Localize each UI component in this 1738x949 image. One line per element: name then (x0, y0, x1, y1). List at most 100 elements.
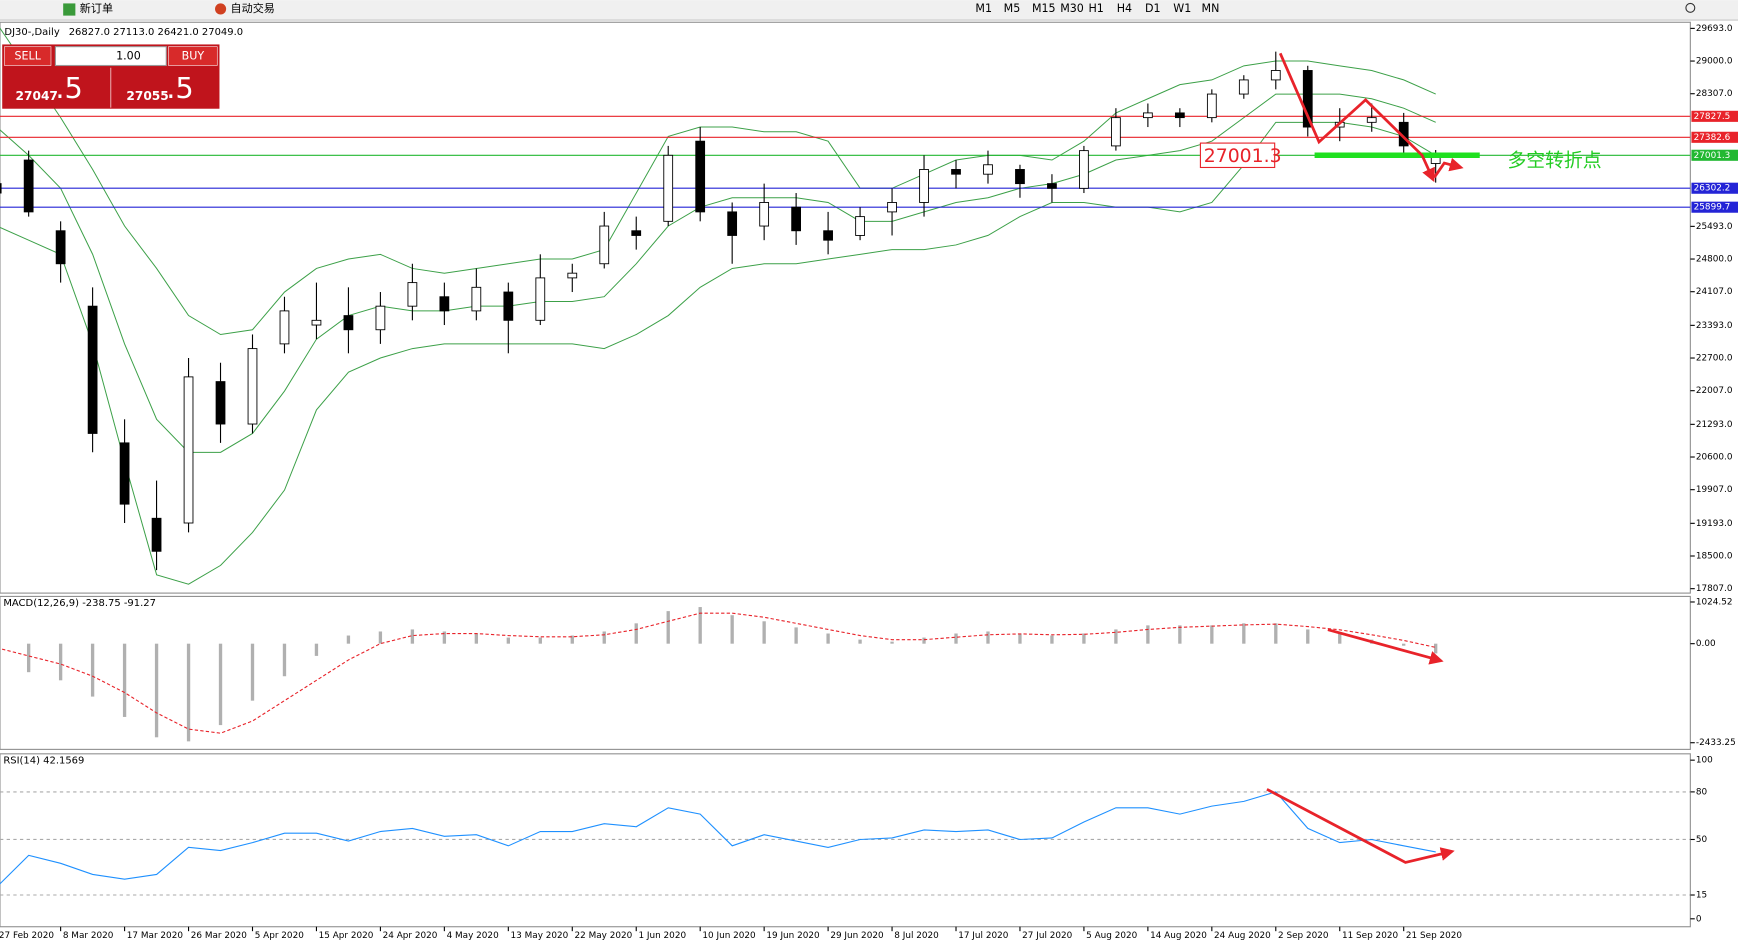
timeframe-button[interactable]: M15 (1032, 2, 1056, 15)
candle-body (695, 140, 706, 213)
x-tick-label: 8 Jul 2020 (894, 931, 939, 941)
auto-trading-button[interactable]: 自动交易 (231, 1, 275, 15)
trend-arrow (1278, 52, 1435, 183)
timeframe-button[interactable]: M30 (1060, 2, 1084, 15)
new-order-button[interactable]: 新订单 (80, 1, 113, 15)
y-tick-label: 19193.0 (1696, 519, 1733, 529)
candle-body (823, 230, 833, 241)
macd-arrow (1327, 628, 1444, 665)
x-tick-label: 24 Aug 2020 (1214, 931, 1271, 941)
candle-body (1302, 70, 1313, 128)
x-tick-label: 10 Jun 2020 (702, 931, 756, 941)
bollinger-band (0, 121, 1436, 585)
y-tick-label: 18500.0 (1696, 552, 1733, 562)
x-tick-label: 27 Feb 2020 (0, 931, 54, 941)
macd-bar (346, 635, 351, 644)
plot-area: 29693.0 29000.0 28307.0 25493.0 24800.0 24107… (0, 24, 1738, 941)
price-level-label: 27382.6 (1694, 133, 1731, 143)
x-tick-label: 13 May 2020 (511, 931, 569, 941)
candle-body (1206, 93, 1217, 119)
auto-trading-icon[interactable] (215, 3, 227, 15)
ask-fraction[interactable]: .5 (166, 71, 193, 105)
candle-body (87, 305, 98, 434)
main-panel (0, 21, 1691, 594)
macd-bar (1274, 623, 1278, 644)
candle-body (631, 230, 642, 236)
candle-body (439, 296, 450, 312)
candle-body (343, 315, 354, 331)
price-level-tag (1691, 110, 1738, 122)
macd-bar (794, 627, 798, 644)
price-level-label: 27001.3 (1694, 151, 1731, 161)
candle-body (215, 381, 226, 425)
macd-bar (1210, 625, 1214, 644)
candle-body (151, 517, 162, 552)
x-tick-label: 5 Apr 2020 (255, 931, 305, 941)
macd-bar (58, 643, 63, 681)
candle-body (247, 348, 258, 425)
price-level-label: 25899.7 (1694, 203, 1731, 213)
candle-body (407, 282, 418, 307)
price-level-tag (1691, 149, 1738, 161)
y-tick-label: 29693.0 (1696, 24, 1733, 34)
candle-body (1047, 183, 1057, 189)
candle-body (119, 442, 130, 505)
price-callout-box (1199, 142, 1276, 169)
macd-bar (1306, 629, 1310, 644)
macd-bar (186, 643, 191, 742)
sell-button[interactable] (4, 46, 52, 66)
candle-body (279, 310, 290, 345)
candle-body (23, 159, 34, 213)
macd-bar (250, 643, 255, 701)
y-tick-label: 80 (1696, 787, 1708, 797)
ohlc-readout: 26827.0 27113.0 26421.0 27049.0 (69, 27, 243, 38)
search-icon[interactable] (1685, 2, 1696, 13)
lot-input[interactable] (54, 46, 167, 67)
timeframe-button[interactable]: MN (1202, 2, 1220, 15)
y-tick-label: 22700.0 (1696, 354, 1733, 364)
y-tick-label: 15 (1696, 891, 1707, 901)
y-tick-label: 50 (1696, 835, 1708, 845)
macd-bar (698, 607, 702, 644)
annotation: 多空转折点 (1507, 149, 1601, 171)
candle-body (567, 272, 578, 279)
signal-line (0, 612, 1436, 734)
bollinger-band (0, 27, 1436, 336)
macd-bar (858, 639, 862, 644)
lot-value[interactable]: 1.00 (116, 50, 141, 63)
timeframe-button[interactable]: H4 (1117, 2, 1132, 15)
timeframe-button[interactable]: W1 (1173, 2, 1191, 15)
price-level-label: 26302.2 (1694, 184, 1731, 194)
macd-bar (922, 637, 926, 644)
x-tick-label: 8 Mar 2020 (63, 931, 114, 941)
macd-bar (282, 643, 287, 677)
y-tick-label: 24107.0 (1696, 287, 1733, 297)
candle-body (759, 202, 770, 227)
buy-label[interactable]: BUY (182, 50, 205, 63)
timeframe-button[interactable]: D1 (1145, 2, 1161, 15)
macd-bar (1018, 633, 1022, 644)
y-tick-label: 0.00 (1696, 639, 1716, 649)
buy-button[interactable] (168, 46, 218, 66)
timeframe-button[interactable]: M1 (975, 2, 992, 15)
timeframe-button[interactable]: M5 (1004, 2, 1021, 15)
price-level-tag (1691, 201, 1738, 213)
new-order-icon[interactable] (63, 3, 76, 16)
candle-body (1111, 117, 1121, 147)
macd-bar (1434, 643, 1438, 654)
timeframe-button[interactable]: H1 (1088, 2, 1103, 15)
ask-price[interactable]: 27055 (126, 89, 168, 103)
x-tick-label: 26 Mar 2020 (191, 931, 248, 941)
candle-body (887, 202, 897, 213)
macd-title: MACD(12,26,9) -238.75 -91.27 (3, 598, 156, 609)
timeframes: M1 M5 M15 M30 H1 H4 D1 W1 MN (975, 2, 1219, 15)
sell-label[interactable]: SELL (15, 50, 42, 63)
bid-price[interactable]: 27047 (16, 89, 58, 103)
bid-fraction[interactable]: .5 (55, 71, 82, 105)
candle-body (1174, 112, 1185, 119)
macd-bar (1114, 629, 1118, 644)
macd-bar (26, 643, 31, 673)
macd-bar (154, 643, 159, 738)
